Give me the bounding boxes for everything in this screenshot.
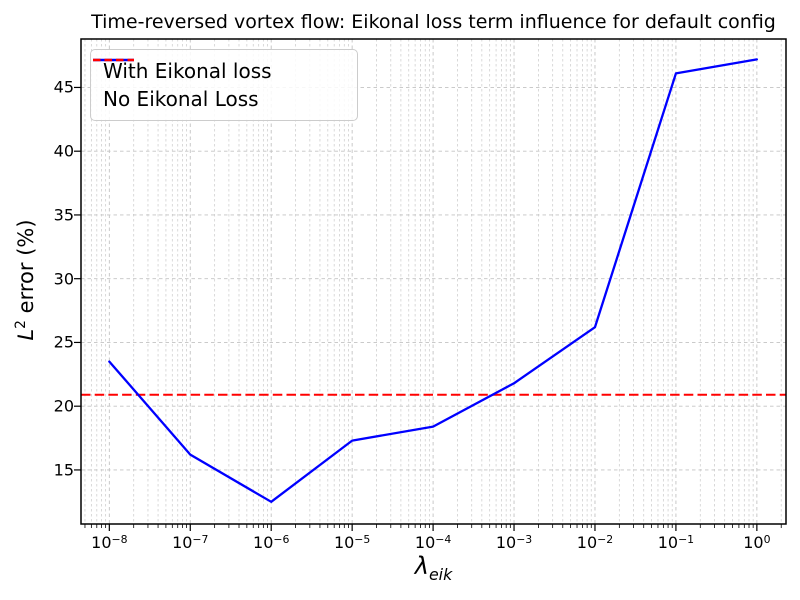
y-axis-label-superscript: 2 [13, 320, 29, 329]
x-tick-label: 100 [743, 533, 771, 552]
x-tick-label: 10−3 [495, 533, 533, 552]
y-tick-label: 45 [53, 77, 74, 97]
y-tick-label: 20 [53, 396, 74, 416]
y-tick-label: 40 [53, 141, 74, 161]
y-tick-label: 30 [53, 269, 74, 289]
legend-label: No Eikonal Loss [103, 87, 259, 111]
x-tick-label: 10−8 [91, 533, 128, 552]
x-tick-label: 10−5 [333, 533, 371, 552]
legend-entry-no-eikonal: No Eikonal Loss [93, 58, 345, 113]
y-tick-label: 25 [53, 332, 74, 352]
x-tick-label: 10−4 [414, 533, 452, 552]
x-axis-label: λeik [81, 552, 786, 582]
x-axis-label-subscript: eik [428, 564, 453, 584]
axes-spines [80, 38, 787, 525]
y-tick-label: 35 [53, 205, 74, 225]
x-axis-label-symbol: λ [414, 552, 429, 580]
legend: With Eikonal loss No Eikonal Loss [90, 49, 358, 121]
y-tick-label: 15 [53, 460, 74, 480]
legend-dashed-line-swatch [93, 58, 134, 62]
chart-title: Time-reversed vortex flow: Eikonal loss … [91, 11, 776, 33]
legend-label: With Eikonal loss [103, 59, 272, 83]
x-tick-label: 10−7 [172, 533, 209, 552]
x-tick-label: 10−6 [253, 533, 290, 552]
x-tick-label: 10−2 [576, 533, 614, 552]
with-eikonal-line [108, 58, 759, 503]
x-tick-label: 10−1 [657, 533, 695, 552]
legend-entry-with-eikonal: With Eikonal loss [93, 57, 345, 85]
